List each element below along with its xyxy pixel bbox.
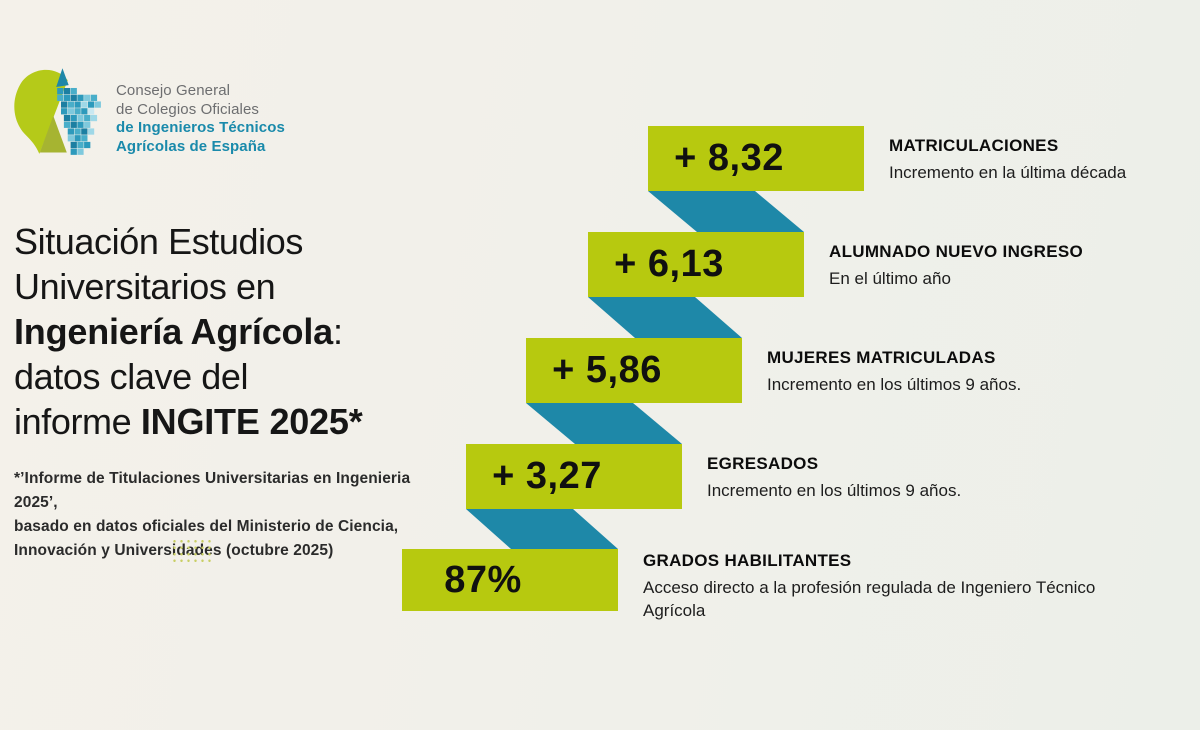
metric-label: ALUMNADO NUEVO INGRESO En el último año (829, 242, 1200, 290)
metric-value-box: 87% (402, 549, 618, 611)
metric-value-box: + 8,32 (648, 126, 864, 191)
org-name-line: de Ingenieros Técnicos (116, 119, 285, 136)
metric-label: MUJERES MATRICULADAS Incremento en los úl… (767, 348, 1197, 396)
org-name-line: Consejo General (116, 82, 231, 99)
metric-heading: EGRESADOS (707, 454, 819, 473)
metric-heading: GRADOS HABILITANTES (643, 551, 852, 570)
metric-value: + 6,13 (614, 243, 724, 285)
dot-grid-decoration (171, 538, 212, 563)
metric-value-box: + 3,27 (466, 444, 682, 509)
organization-name: Consejo General de Colegios Oficiales de… (116, 82, 285, 156)
metric-value: + 3,27 (492, 455, 602, 497)
title-line: datos clave del (14, 356, 249, 397)
ribbon-connector (588, 297, 742, 338)
logo-pixel-mosaic (57, 87, 101, 155)
org-name-line: de Colegios Oficiales (116, 100, 260, 118)
metric-label: GRADOS HABILITANTES Acceso directo a la p… (643, 551, 1113, 622)
metric-description: Incremento en los últimos 9 años. (707, 481, 962, 500)
metric-value: 87% (444, 558, 522, 601)
metric-description: Incremento en los últimos 9 años. (767, 375, 1022, 394)
ribbon-connector (466, 509, 618, 549)
ribbon-connector (526, 403, 682, 444)
metric-heading: ALUMNADO NUEVO INGRESO (829, 242, 1084, 261)
title-line: informe INGITE 2025* (14, 401, 363, 442)
metric-description: Acceso directo a la profesión regulada d… (643, 578, 1096, 620)
organization-logo-icon (14, 68, 101, 155)
metric-description: En el último año (829, 269, 951, 288)
metric-heading: MATRICULACIONES (889, 136, 1059, 155)
metric-description: Incremento en la última década (889, 163, 1127, 182)
title-line: Ingeniería Agrícola: (14, 311, 343, 352)
source-footnote: *’Informe de Titulaciones Universitarias… (14, 470, 411, 559)
page-title: Situación Estudios Universitarios en Ing… (14, 219, 474, 444)
metric-label: EGRESADOS Incremento en los últimos 9 año… (707, 454, 1137, 502)
title-line: Situación Estudios (14, 221, 303, 262)
metric-value: + 8,32 (674, 137, 784, 179)
metric-value-box: + 6,13 (588, 232, 804, 297)
logo-apex-triangle (56, 68, 69, 88)
metric-value: + 5,86 (552, 349, 662, 391)
metric-value-box: + 5,86 (526, 338, 742, 403)
title-line: Universitarios en (14, 266, 276, 307)
logo-leaf-shape (14, 69, 68, 154)
org-name-line: Agrícolas de España (116, 137, 266, 155)
ribbon-connector (648, 191, 804, 232)
metric-heading: MUJERES MATRICULADAS (767, 348, 996, 367)
metric-label: MATRICULACIONES Incremento en la última d… (889, 136, 1200, 184)
logo-a-triangle (39, 115, 67, 153)
